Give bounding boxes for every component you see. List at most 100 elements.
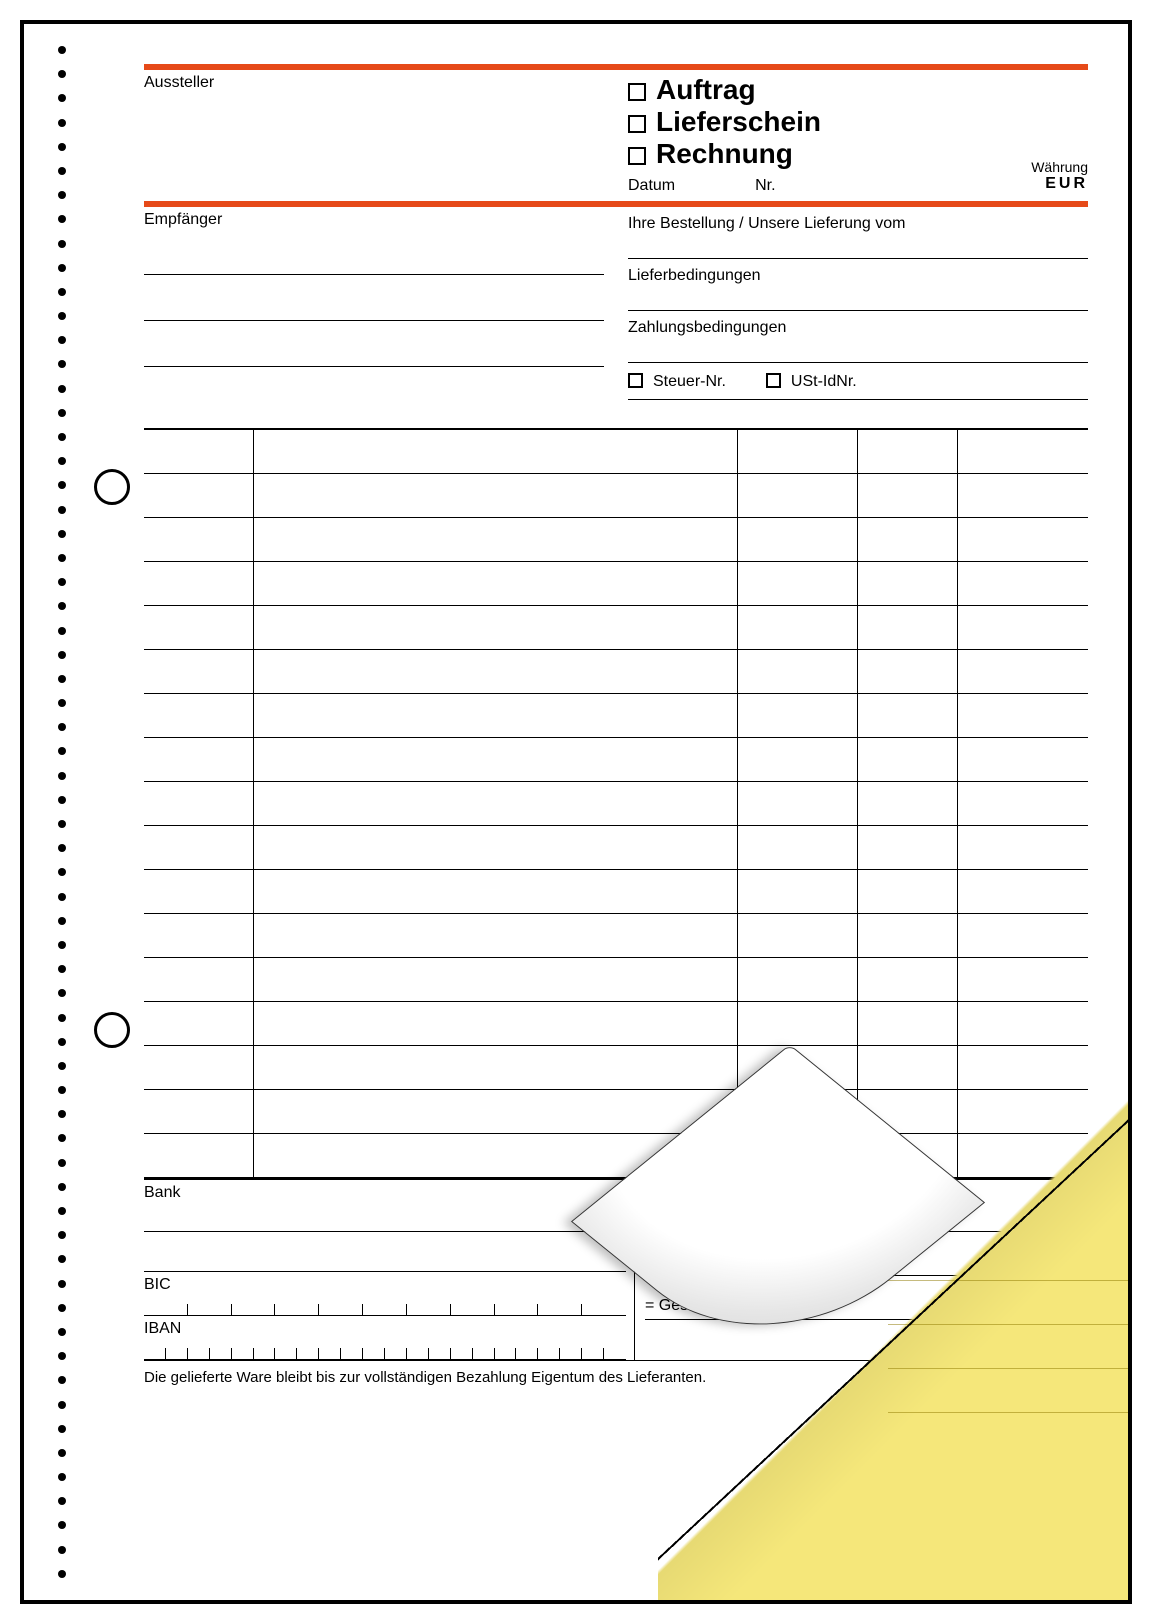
table-cell[interactable]	[738, 958, 858, 1001]
table-row[interactable]	[144, 650, 1088, 694]
table-cell[interactable]	[144, 1090, 254, 1133]
checkbox-rechnung[interactable]	[628, 147, 646, 165]
table-cell[interactable]	[958, 518, 1088, 561]
rechnungsbetrag-row[interactable]: Rechnungsbetr	[645, 1180, 1088, 1232]
table-cell[interactable]	[858, 958, 958, 1001]
table-row[interactable]	[144, 870, 1088, 914]
table-cell[interactable]	[254, 1090, 738, 1133]
table-cell[interactable]	[958, 694, 1088, 737]
ust-id-option[interactable]: USt-IdNr.	[766, 373, 857, 391]
table-cell[interactable]	[958, 606, 1088, 649]
table-row[interactable]	[144, 430, 1088, 474]
table-cell[interactable]	[858, 870, 958, 913]
table-cell[interactable]	[738, 1134, 858, 1177]
table-cell[interactable]	[858, 430, 958, 473]
table-cell[interactable]	[958, 1134, 1088, 1177]
table-cell[interactable]	[144, 958, 254, 1001]
lieferbedingungen-line[interactable]	[628, 285, 1088, 311]
table-cell[interactable]	[858, 1046, 958, 1089]
table-cell[interactable]	[254, 738, 738, 781]
table-cell[interactable]	[858, 518, 958, 561]
bestellung-line[interactable]	[628, 233, 1088, 259]
table-cell[interactable]	[858, 782, 958, 825]
empfaenger-line-2[interactable]	[144, 275, 604, 321]
bic-ticks[interactable]	[144, 1294, 626, 1316]
table-row[interactable]	[144, 826, 1088, 870]
table-row[interactable]	[144, 474, 1088, 518]
table-cell[interactable]	[858, 650, 958, 693]
table-cell[interactable]	[144, 782, 254, 825]
table-cell[interactable]	[958, 1090, 1088, 1133]
table-cell[interactable]	[254, 1134, 738, 1177]
table-row[interactable]	[144, 518, 1088, 562]
table-cell[interactable]	[958, 826, 1088, 869]
percent-row[interactable]: + %	[645, 1232, 1088, 1276]
doctype-auftrag[interactable]: Auftrag	[628, 74, 1013, 106]
table-cell[interactable]	[144, 1046, 254, 1089]
table-cell[interactable]	[738, 562, 858, 605]
table-cell[interactable]	[738, 914, 858, 957]
table-cell[interactable]	[858, 738, 958, 781]
table-cell[interactable]	[254, 914, 738, 957]
table-cell[interactable]	[254, 958, 738, 1001]
table-cell[interactable]	[144, 562, 254, 605]
table-cell[interactable]	[144, 914, 254, 957]
checkbox-steuer-nr[interactable]	[628, 373, 643, 388]
table-cell[interactable]	[144, 694, 254, 737]
table-cell[interactable]	[738, 826, 858, 869]
table-cell[interactable]	[958, 1002, 1088, 1045]
bank-line-2[interactable]	[144, 1232, 626, 1272]
table-row[interactable]	[144, 782, 1088, 826]
table-cell[interactable]	[254, 1002, 738, 1045]
table-cell[interactable]	[738, 474, 858, 517]
checkbox-ust-id[interactable]	[766, 373, 781, 388]
table-cell[interactable]	[958, 562, 1088, 605]
steuer-nr-option[interactable]: Steuer-Nr.	[628, 373, 726, 391]
table-cell[interactable]	[958, 474, 1088, 517]
table-cell[interactable]	[144, 1134, 254, 1177]
empfaenger-line-1[interactable]	[144, 229, 604, 275]
table-row[interactable]	[144, 1090, 1088, 1134]
table-cell[interactable]	[254, 650, 738, 693]
table-cell[interactable]	[858, 1134, 958, 1177]
gesamtbetrag-row[interactable]: = Gesamtbetr	[645, 1276, 1088, 1320]
table-row[interactable]	[144, 1002, 1088, 1046]
zahlungsbedingungen-line[interactable]	[628, 337, 1088, 363]
table-cell[interactable]	[858, 562, 958, 605]
table-cell[interactable]	[858, 606, 958, 649]
table-cell[interactable]	[254, 606, 738, 649]
table-row[interactable]	[144, 694, 1088, 738]
table-cell[interactable]	[738, 430, 858, 473]
table-cell[interactable]	[958, 430, 1088, 473]
table-row[interactable]	[144, 738, 1088, 782]
table-cell[interactable]	[144, 518, 254, 561]
table-cell[interactable]	[254, 474, 738, 517]
table-cell[interactable]	[738, 1090, 858, 1133]
table-cell[interactable]	[144, 474, 254, 517]
table-cell[interactable]	[738, 870, 858, 913]
checkbox-auftrag[interactable]	[628, 83, 646, 101]
table-cell[interactable]	[858, 914, 958, 957]
table-cell[interactable]	[738, 650, 858, 693]
table-cell[interactable]	[144, 1002, 254, 1045]
table-cell[interactable]	[958, 870, 1088, 913]
table-cell[interactable]	[254, 870, 738, 913]
table-cell[interactable]	[858, 474, 958, 517]
empfaenger-line-3[interactable]	[144, 321, 604, 367]
table-cell[interactable]	[858, 826, 958, 869]
table-row[interactable]	[144, 1046, 1088, 1090]
table-cell[interactable]	[144, 738, 254, 781]
table-cell[interactable]	[858, 694, 958, 737]
table-cell[interactable]	[738, 694, 858, 737]
table-cell[interactable]	[738, 1046, 858, 1089]
table-cell[interactable]	[958, 958, 1088, 1001]
table-cell[interactable]	[958, 650, 1088, 693]
table-cell[interactable]	[958, 782, 1088, 825]
table-cell[interactable]	[738, 1002, 858, 1045]
table-cell[interactable]	[144, 826, 254, 869]
table-row[interactable]	[144, 562, 1088, 606]
table-row[interactable]	[144, 1134, 1088, 1178]
table-cell[interactable]	[254, 782, 738, 825]
table-cell[interactable]	[858, 1090, 958, 1133]
table-cell[interactable]	[254, 430, 738, 473]
